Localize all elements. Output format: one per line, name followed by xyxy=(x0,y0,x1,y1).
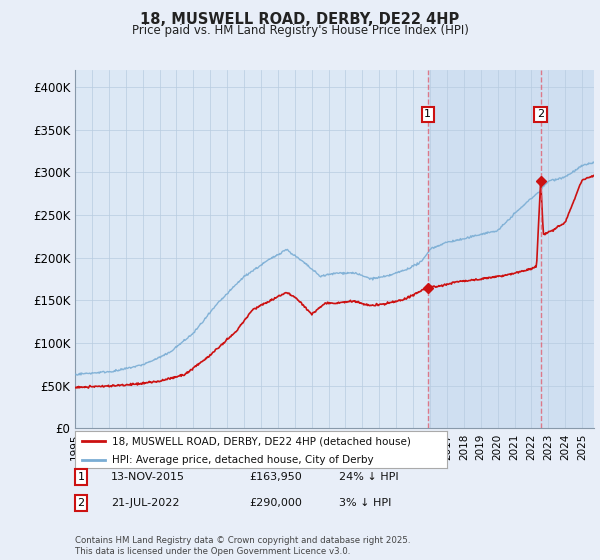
Text: 18, MUSWELL ROAD, DERBY, DE22 4HP (detached house): 18, MUSWELL ROAD, DERBY, DE22 4HP (detac… xyxy=(112,436,411,446)
Text: £290,000: £290,000 xyxy=(249,498,302,508)
Bar xyxy=(428,70,541,428)
Text: 1: 1 xyxy=(77,472,85,482)
Text: £163,950: £163,950 xyxy=(249,472,302,482)
Text: Price paid vs. HM Land Registry's House Price Index (HPI): Price paid vs. HM Land Registry's House … xyxy=(131,24,469,37)
Text: 2: 2 xyxy=(537,109,544,119)
Bar xyxy=(541,70,594,428)
Text: 24% ↓ HPI: 24% ↓ HPI xyxy=(339,472,398,482)
Text: 18, MUSWELL ROAD, DERBY, DE22 4HP: 18, MUSWELL ROAD, DERBY, DE22 4HP xyxy=(140,12,460,27)
Text: 2: 2 xyxy=(77,498,85,508)
Text: 21-JUL-2022: 21-JUL-2022 xyxy=(111,498,179,508)
Text: Contains HM Land Registry data © Crown copyright and database right 2025.
This d: Contains HM Land Registry data © Crown c… xyxy=(75,536,410,556)
Text: 3% ↓ HPI: 3% ↓ HPI xyxy=(339,498,391,508)
Text: 13-NOV-2015: 13-NOV-2015 xyxy=(111,472,185,482)
Text: HPI: Average price, detached house, City of Derby: HPI: Average price, detached house, City… xyxy=(112,455,374,465)
Text: 1: 1 xyxy=(424,109,431,119)
